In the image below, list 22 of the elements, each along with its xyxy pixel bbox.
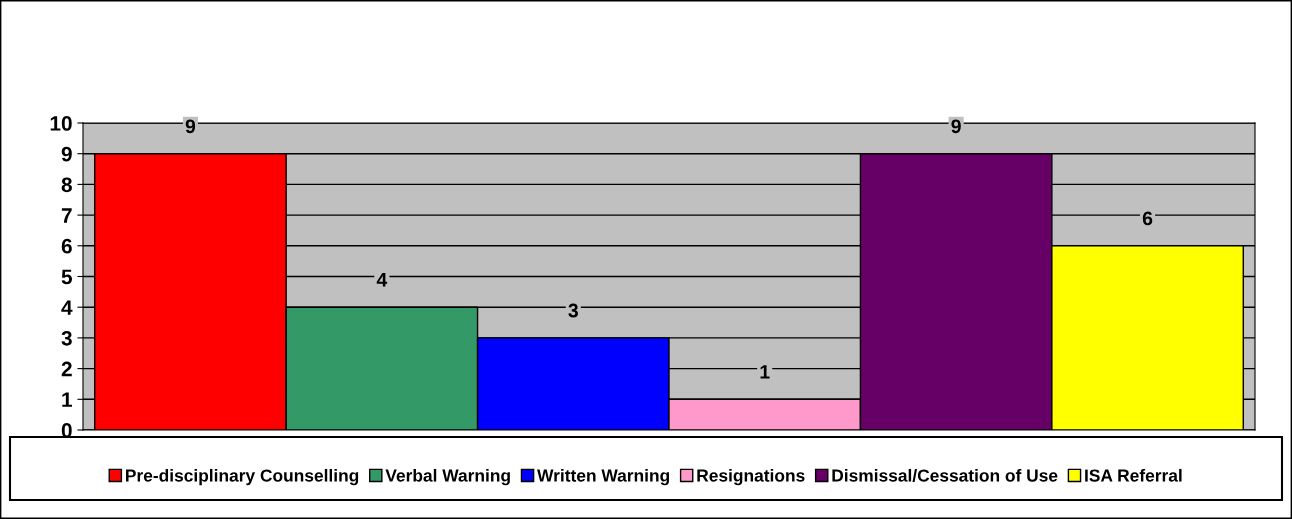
legend-label: Dismissal/Cessation of Use bbox=[832, 468, 1058, 482]
y-tick-label: 7 bbox=[61, 208, 72, 223]
y-tick-label: 9 bbox=[61, 146, 72, 162]
y-tick-label: 1 bbox=[62, 392, 72, 407]
y-tick-label: 5 bbox=[61, 269, 72, 285]
data-label: 3 bbox=[568, 303, 578, 318]
data-label: 9 bbox=[185, 119, 196, 134]
data-label: 9 bbox=[951, 119, 961, 134]
y-tick-label: 2 bbox=[61, 361, 72, 377]
y-tick-label: 10 bbox=[50, 116, 72, 131]
y-tick-label: 8 bbox=[61, 177, 72, 193]
y-tick-label: 6 bbox=[61, 238, 72, 254]
data-label: 6 bbox=[1142, 211, 1153, 226]
legend-label: Resignations bbox=[697, 468, 805, 486]
y-tick-label: 4 bbox=[61, 300, 73, 315]
data-label: 4 bbox=[376, 273, 388, 287]
y-tick-label: 3 bbox=[61, 330, 72, 346]
legend-label: Verbal Warning bbox=[385, 468, 510, 486]
legend-label: Written Warning bbox=[537, 468, 670, 486]
legend-label: Pre-disciplinary Counselling bbox=[126, 468, 359, 486]
legend-label: ISA Referral bbox=[1085, 468, 1182, 482]
data-label: 1 bbox=[760, 365, 770, 379]
